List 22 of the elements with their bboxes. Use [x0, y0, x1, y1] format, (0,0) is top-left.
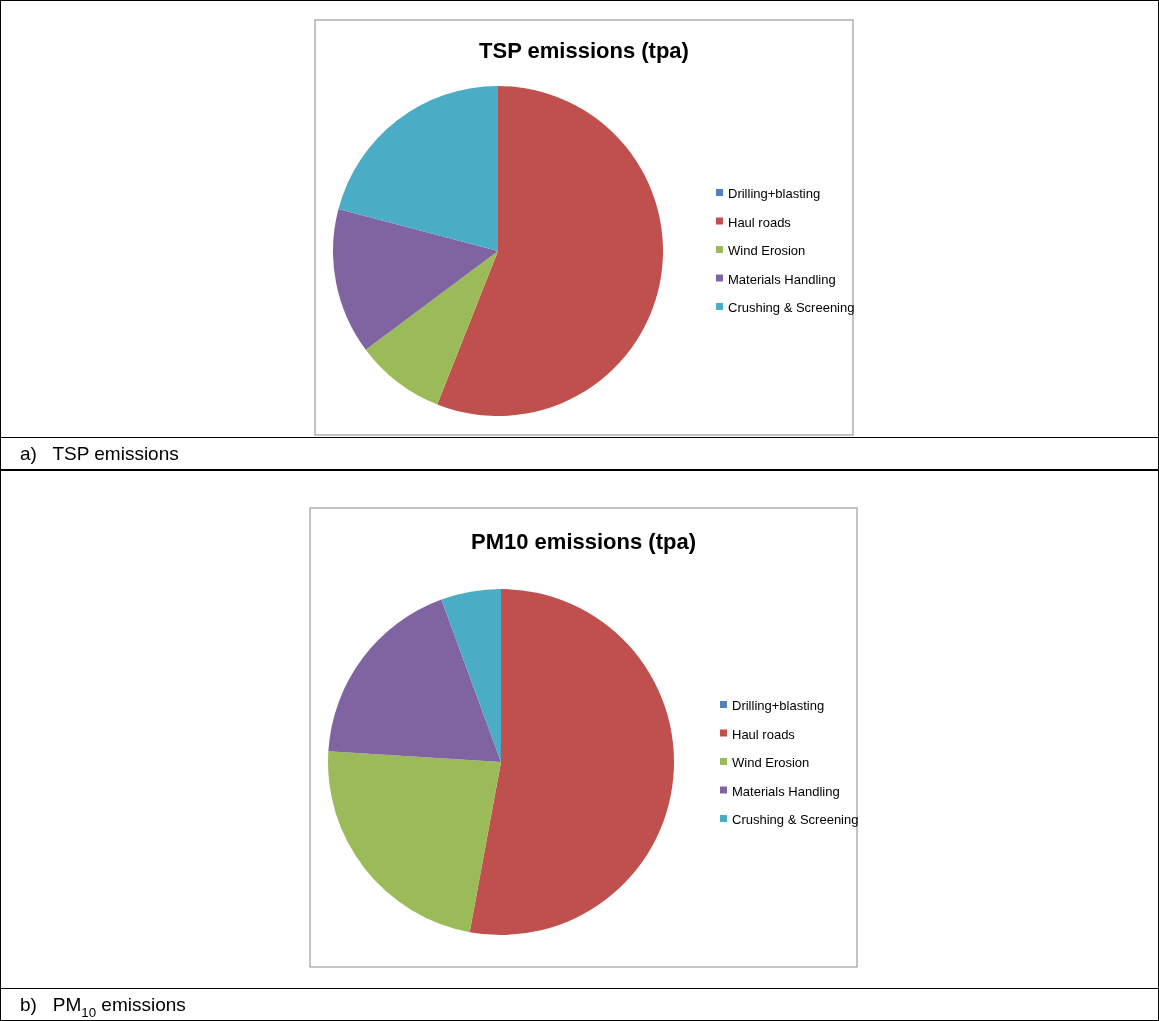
- chart-title: PM10 emissions (tpa): [471, 529, 696, 554]
- legend-label: Crushing & Screening: [728, 300, 855, 316]
- legend-label: Crushing & Screening: [732, 812, 859, 828]
- pie-slice: [437, 86, 663, 416]
- legend-label: Haul roads: [728, 214, 792, 230]
- pie-slice: [441, 589, 501, 762]
- pie-slice: [338, 86, 498, 251]
- legend-label: Wind Erosion: [728, 243, 806, 259]
- pie-slice: [333, 208, 498, 350]
- text: b) PM$_{10}$ emissions: [20, 993, 186, 1020]
- chart-title: TSP emissions (tpa): [479, 38, 689, 63]
- legend-label: Drilling+blasting: [732, 698, 825, 714]
- legend-label: Haul roads: [732, 726, 796, 742]
- text: a) TSP emissions: [20, 442, 179, 464]
- pie-slice: [328, 599, 501, 762]
- legend-label: Wind Erosion: [732, 755, 810, 771]
- pie-slice: [365, 251, 498, 405]
- pie-slice: [328, 751, 501, 933]
- legend-label: Materials Handling: [728, 271, 836, 287]
- legend-label: Drilling+blasting: [728, 186, 821, 202]
- pie-slice: [469, 589, 674, 935]
- legend-label: Materials Handling: [732, 783, 840, 799]
